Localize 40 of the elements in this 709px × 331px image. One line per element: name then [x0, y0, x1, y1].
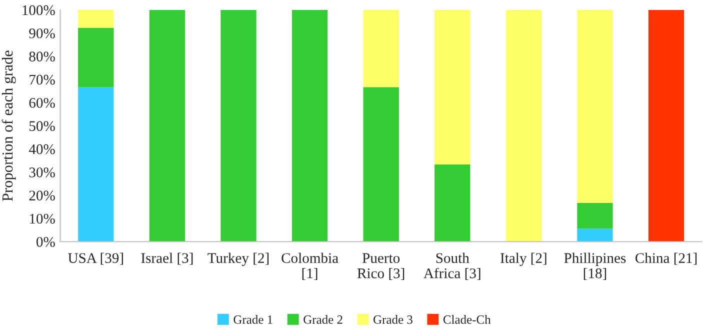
y-tick-label: 50%	[30, 121, 55, 132]
bar	[78, 87, 114, 242]
legend-label: Grade 3	[374, 315, 412, 324]
y-tick-label: 80%	[29, 52, 55, 62]
x-tick-label: Israel [3]	[141, 252, 193, 265]
x-tick-label: Turkey [2]	[208, 252, 269, 266]
bar	[506, 10, 542, 242]
legend-label: Grade 1	[234, 315, 272, 324]
x-tick-label: China [21]	[635, 252, 697, 265]
bar	[434, 164, 470, 242]
bar	[292, 10, 328, 242]
bar	[220, 10, 256, 242]
x-tick-label: Phillipines [18]	[564, 252, 626, 280]
y-tick-label: 60%	[29, 98, 55, 108]
bar	[363, 87, 399, 242]
legend-label: Clade-Ch	[443, 315, 491, 324]
bar	[577, 202, 613, 229]
legend-label: Grade 2	[304, 315, 342, 324]
bar	[78, 28, 114, 88]
bar	[577, 228, 613, 242]
y-tick-label: 40%	[28, 144, 55, 154]
y-tick-label: 20%	[29, 190, 55, 201]
bar	[434, 10, 470, 164]
y-tick-label: 100%	[22, 5, 55, 16]
bar	[149, 10, 186, 242]
x-tick-label: Italy [2]	[500, 252, 546, 266]
bar	[577, 10, 613, 203]
y-tick-label: 90%	[29, 28, 55, 38]
x-tick-label: USA [39]	[68, 252, 123, 265]
y-tick-label: 30%	[29, 167, 55, 178]
x-tick-label: Colombia [1]	[282, 252, 338, 280]
bar	[363, 10, 399, 88]
y-tick-label: 70%	[30, 74, 55, 85]
bar	[648, 10, 684, 242]
x-tick-label: South Africa [3]	[424, 252, 480, 280]
x-tick-label: Puerto Rico [3]	[357, 253, 404, 280]
y-axis-title: Proportion of each grade	[2, 50, 16, 202]
y-tick-label: 0%	[36, 236, 55, 247]
bar	[78, 10, 114, 28]
y-tick-label: 10%	[30, 214, 55, 224]
